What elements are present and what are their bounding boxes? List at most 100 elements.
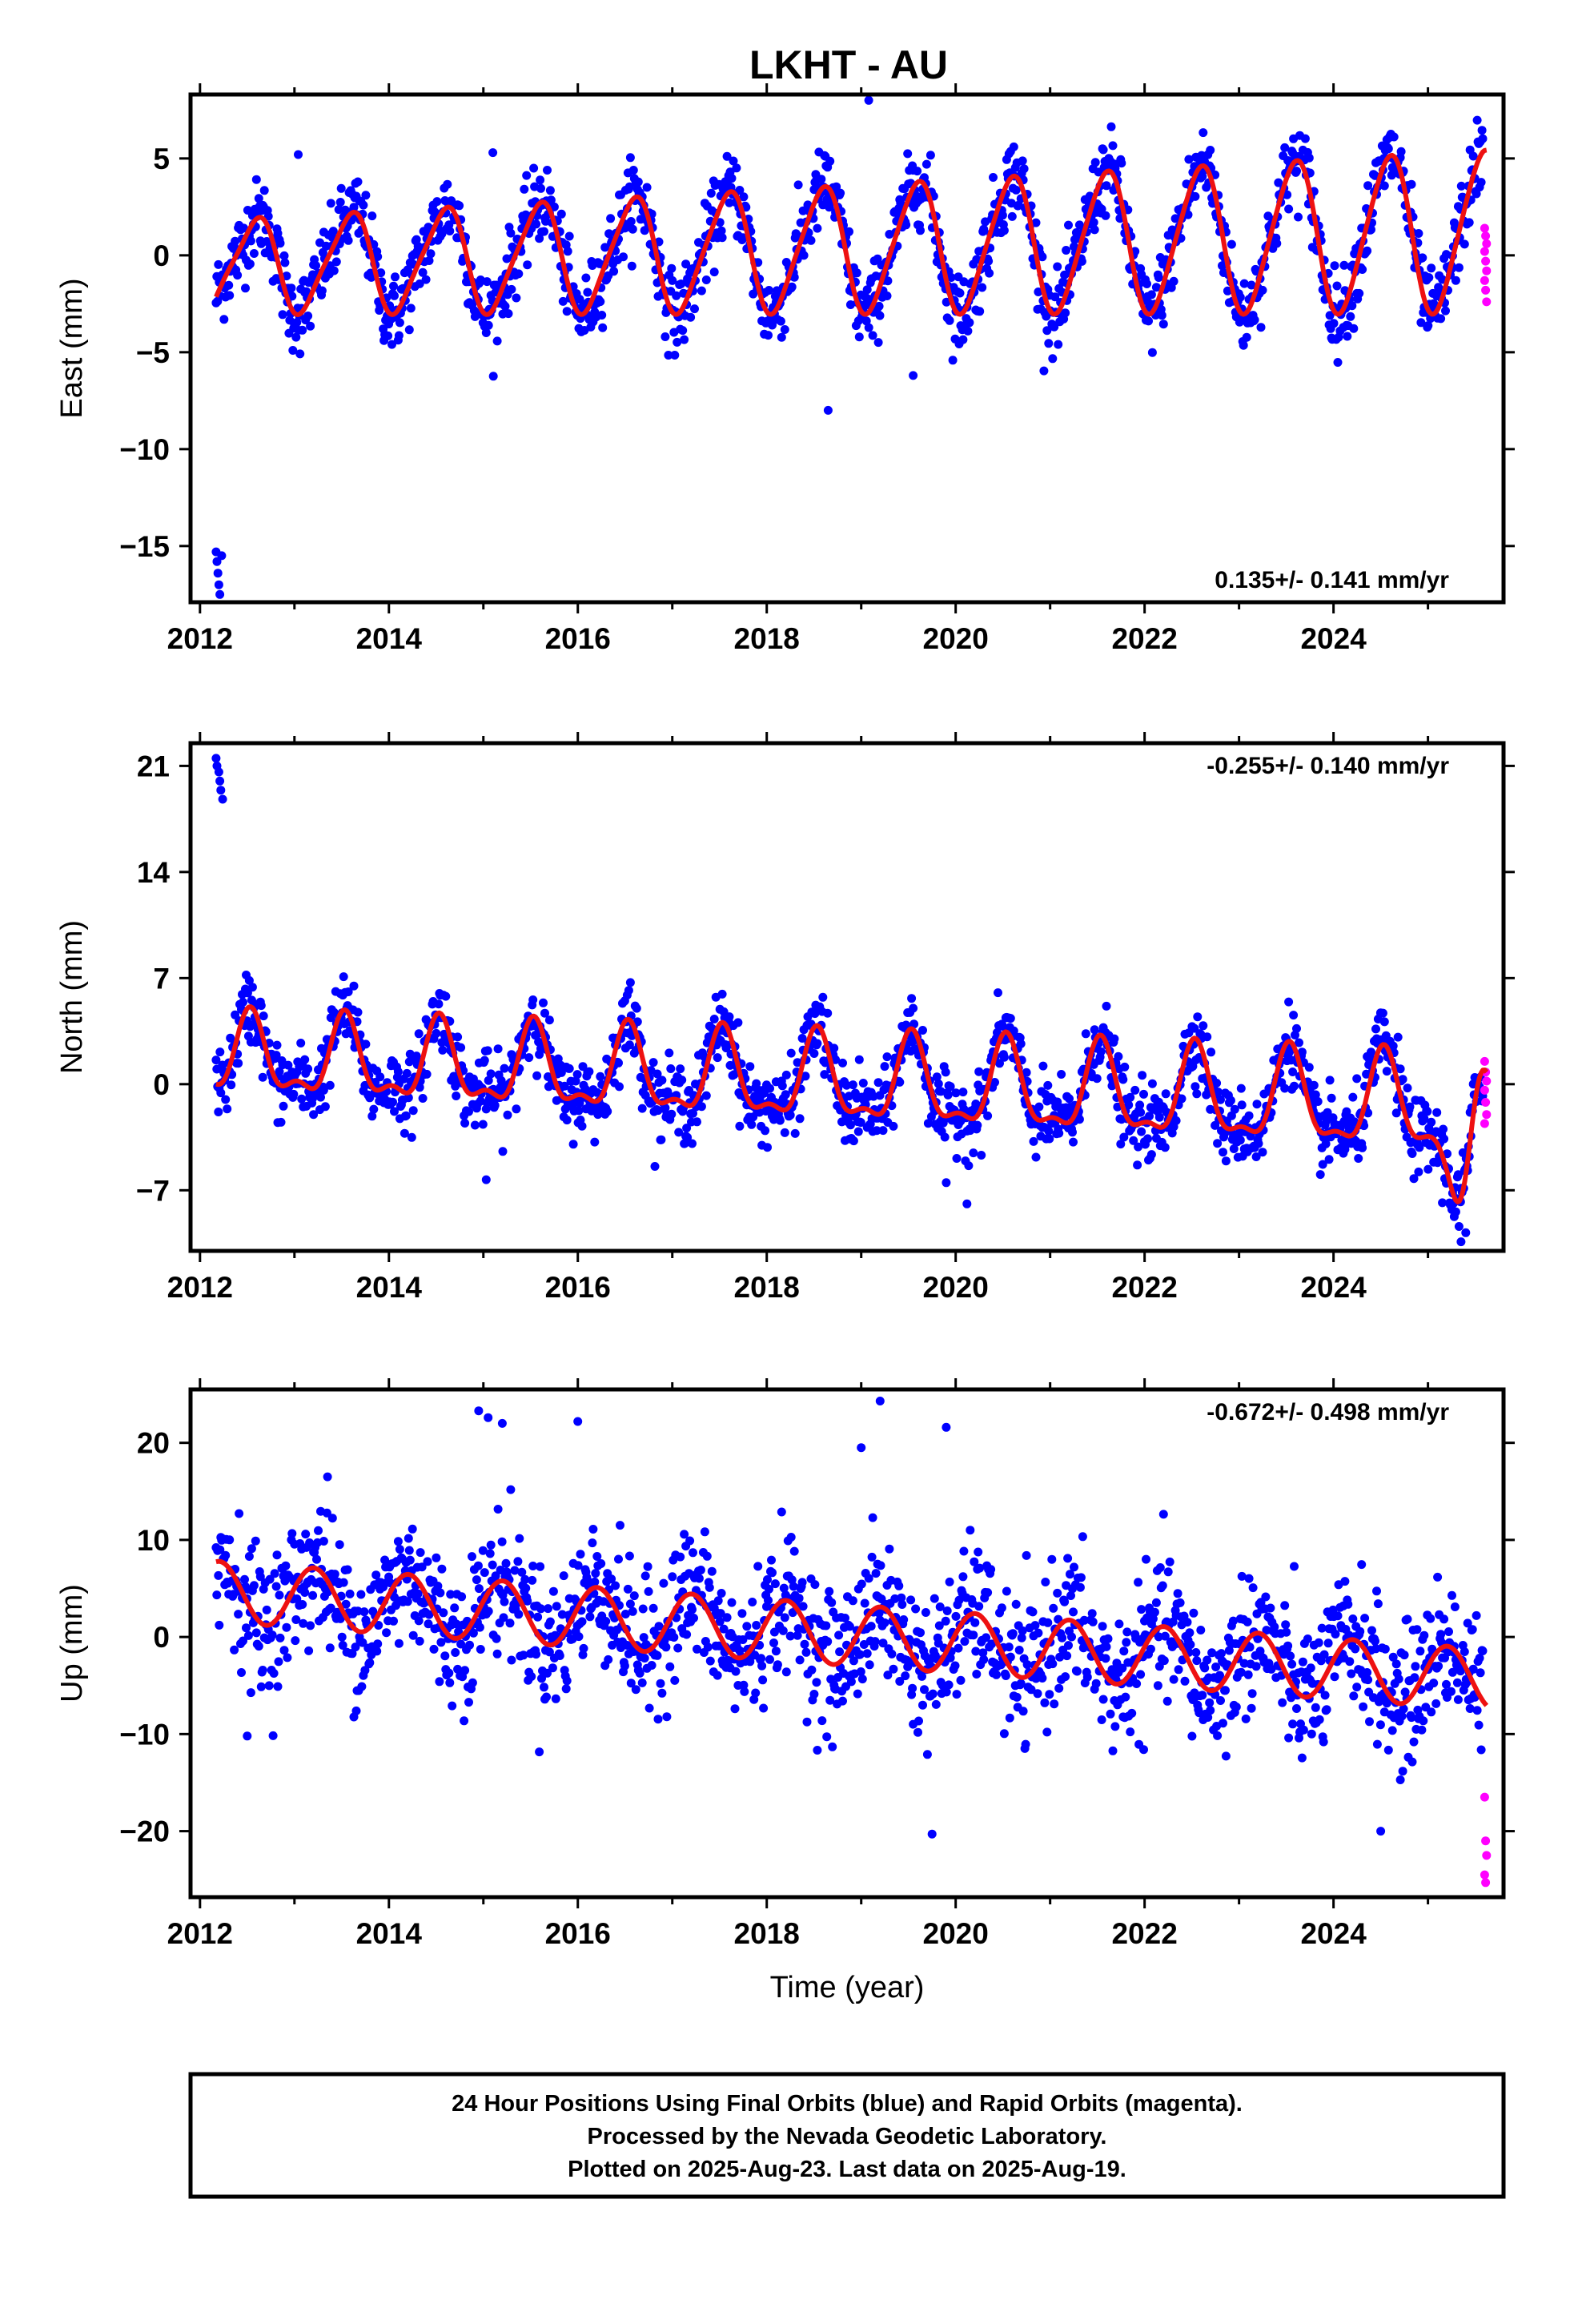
data-point (682, 1124, 692, 1133)
data-point (528, 995, 538, 1004)
data-point (639, 1633, 648, 1642)
data-point (825, 156, 835, 166)
data-point (1283, 1641, 1293, 1651)
data-point (292, 318, 302, 327)
data-point (969, 1148, 978, 1158)
data-point (214, 259, 223, 269)
data-point (464, 1107, 473, 1116)
data-point (918, 1700, 927, 1710)
data-point (246, 236, 255, 246)
data-point (801, 1647, 811, 1657)
data-point (1478, 1647, 1488, 1655)
data-point (941, 1616, 950, 1626)
data-point (287, 1529, 297, 1538)
data-point (1180, 1676, 1190, 1686)
data-point (338, 1641, 347, 1650)
data-point (951, 1088, 961, 1098)
data-point (1054, 1128, 1064, 1138)
north-rate-label: -0.255+/- 0.140 mm/yr (1207, 753, 1449, 779)
data-point (870, 1637, 880, 1647)
data-point (1126, 1727, 1135, 1737)
data-point (978, 283, 987, 292)
data-point (913, 1727, 922, 1737)
data-point (820, 1070, 829, 1080)
data-point (303, 1064, 313, 1074)
data-point (817, 175, 826, 184)
data-point (1044, 1126, 1054, 1136)
data-point (983, 1588, 993, 1598)
data-point (353, 177, 363, 187)
data-point (332, 1607, 342, 1617)
data-point (694, 1574, 704, 1583)
data-point (585, 1612, 595, 1622)
data-point (1148, 1614, 1158, 1623)
data-point (1191, 1648, 1201, 1657)
data-point (300, 1055, 310, 1064)
data-point (1122, 1638, 1131, 1647)
data-point (777, 1507, 786, 1517)
data-point (827, 1598, 837, 1607)
data-point (468, 1678, 477, 1687)
x-tick-label: 2012 (167, 622, 233, 655)
data-point (537, 1674, 546, 1683)
data-point (1423, 321, 1433, 331)
data-point (512, 1104, 521, 1114)
data-point (1284, 997, 1294, 1007)
data-point (1398, 1075, 1407, 1084)
data-point (629, 1591, 639, 1601)
rapid-point (1482, 266, 1492, 275)
data-point (799, 251, 809, 260)
data-point (667, 263, 677, 273)
data-point (417, 1562, 427, 1572)
data-point (263, 211, 273, 221)
data-point (676, 1552, 685, 1562)
data-point (271, 1582, 281, 1591)
data-point (1280, 1084, 1290, 1093)
data-point (866, 1622, 876, 1631)
data-point (490, 1100, 500, 1110)
data-point (544, 1604, 552, 1614)
data-point (672, 291, 681, 300)
data-point (1395, 1064, 1405, 1074)
data-point (568, 1140, 578, 1149)
data-point (415, 1636, 424, 1646)
data-point (1161, 1089, 1170, 1099)
y-tick-label: 0 (153, 239, 170, 272)
data-point (1409, 1737, 1419, 1747)
data-point (460, 1666, 470, 1675)
data-point (853, 1127, 863, 1136)
data-point (977, 1151, 986, 1160)
data-point (1228, 1616, 1238, 1626)
data-point (1311, 1090, 1320, 1100)
data-point (1138, 1071, 1147, 1080)
data-point (998, 1022, 1007, 1031)
data-point (845, 1622, 854, 1631)
data-point (536, 175, 545, 185)
data-point (781, 1090, 790, 1100)
data-point (1460, 1647, 1469, 1656)
data-point (707, 1566, 717, 1576)
east-panel: 2012 2014 2016 2018 2020 2022 202450−5−10−15Ea… (55, 83, 1515, 655)
data-point (460, 1716, 469, 1726)
data-point (1145, 1112, 1154, 1121)
data-point (1476, 178, 1486, 187)
data-point (883, 276, 893, 286)
data-point (1016, 1679, 1026, 1688)
data-point (1108, 1746, 1118, 1755)
data-point (922, 1750, 932, 1759)
data-point (380, 1555, 390, 1565)
data-point (249, 1581, 259, 1590)
data-point (1119, 1132, 1129, 1142)
data-point (611, 1581, 620, 1590)
data-point (1226, 1096, 1235, 1105)
data-point (1478, 134, 1488, 143)
data-point (1330, 261, 1339, 271)
data-point (1241, 1714, 1251, 1723)
data-point (291, 1615, 301, 1624)
data-point (539, 998, 548, 1007)
data-point (1280, 1601, 1290, 1610)
data-point (1011, 1599, 1021, 1609)
data-point (709, 1015, 719, 1023)
data-point (1183, 210, 1193, 219)
data-point (214, 1570, 223, 1580)
